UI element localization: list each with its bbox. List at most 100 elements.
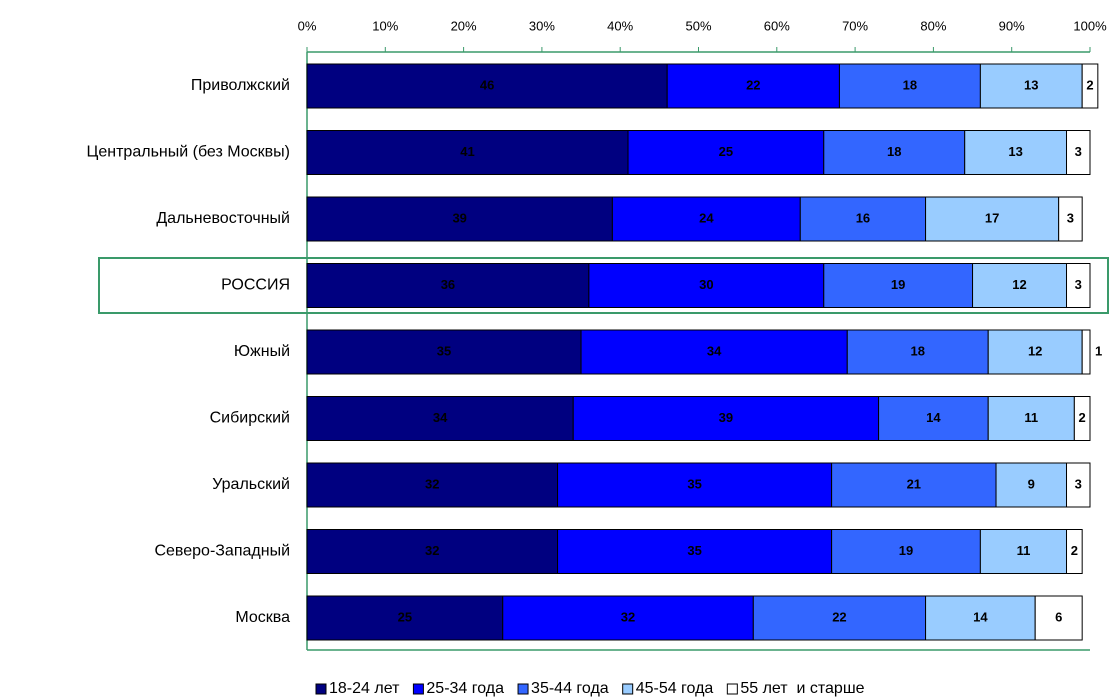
data-label: 6 <box>1055 609 1062 624</box>
data-label: 1 <box>1095 343 1102 358</box>
data-label: 3 <box>1075 476 1082 491</box>
bar-segment <box>925 595 1036 641</box>
x-tick-label: 20% <box>451 18 477 33</box>
category-label: Уральский <box>212 476 290 493</box>
data-label: 22 <box>832 609 846 624</box>
data-label: 25 <box>719 144 733 159</box>
data-label: 35 <box>437 343 451 358</box>
data-label: 17 <box>985 210 999 225</box>
legend-swatch <box>726 683 738 695</box>
bar-segment <box>995 462 1068 508</box>
data-label: 11 <box>1024 410 1038 425</box>
bar-segment <box>823 130 966 175</box>
data-label: 14 <box>973 609 988 624</box>
data-label: 39 <box>719 410 733 425</box>
data-label: 9 <box>1028 476 1035 491</box>
data-label: 21 <box>907 476 921 491</box>
category-label: Северо-Западный <box>154 543 290 560</box>
bar-segment <box>627 130 825 175</box>
data-label: 25 <box>398 609 412 624</box>
bar-segment <box>611 196 801 242</box>
legend-label: 35-44 года <box>531 680 609 697</box>
bar-segment <box>1066 130 1091 175</box>
bar-segment <box>1081 329 1091 375</box>
data-label: 35 <box>687 476 701 491</box>
data-label: 3 <box>1075 144 1082 159</box>
x-tick-label: 80% <box>920 18 946 33</box>
category-label: Дальневосточный <box>156 210 290 227</box>
bar-segment <box>306 329 582 375</box>
x-tick-label: 100% <box>1073 18 1107 33</box>
data-label: 18 <box>887 144 901 159</box>
x-tick-label: 40% <box>607 18 633 33</box>
data-label: 19 <box>891 277 905 292</box>
bar-segment <box>987 329 1083 375</box>
legend-label: 18-24 лет <box>329 680 400 697</box>
data-label: 19 <box>899 543 913 558</box>
bar-segment <box>306 196 613 242</box>
bar-segment <box>1034 595 1083 641</box>
bar-segment <box>846 329 989 375</box>
category-label: Сибирский <box>210 410 290 427</box>
legend-label: 55 лет и старше <box>740 680 864 697</box>
bar-segment <box>838 63 981 109</box>
data-label: 3 <box>1067 210 1074 225</box>
bar-segment <box>1073 396 1091 441</box>
data-label: 34 <box>707 343 722 358</box>
x-tick-label: 90% <box>999 18 1025 33</box>
bar-segment <box>306 63 668 109</box>
bar-segment <box>502 595 754 641</box>
bar-segment <box>964 130 1068 175</box>
data-label: 14 <box>926 410 941 425</box>
bar-segment <box>1081 63 1099 109</box>
data-label: 36 <box>441 277 455 292</box>
data-label: 12 <box>1012 277 1026 292</box>
data-label: 34 <box>433 410 448 425</box>
highlight-box <box>98 257 1109 314</box>
bar-segment <box>987 396 1075 441</box>
bar-segment <box>831 462 997 508</box>
bar-segment <box>1066 529 1083 574</box>
category-label: РОССИЯ <box>221 277 290 294</box>
data-label: 35 <box>687 543 701 558</box>
bar-segment <box>752 595 927 641</box>
category-label: Москва <box>235 609 290 626</box>
bar-segment <box>972 263 1068 308</box>
x-tick-label: 10% <box>372 18 398 33</box>
bar-segment <box>979 529 1068 574</box>
data-label: 13 <box>1024 77 1038 92</box>
category-label: Приволжский <box>191 77 290 94</box>
bar-segment <box>878 396 989 441</box>
data-label: 13 <box>1008 144 1022 159</box>
category-label: Центральный (без Москвы) <box>87 144 290 161</box>
bar-segment <box>823 263 974 308</box>
data-label: 22 <box>746 77 760 92</box>
bar-segment <box>306 529 559 574</box>
bar-segment <box>557 529 833 574</box>
bar-segment <box>979 63 1083 109</box>
bar-segment <box>306 263 590 308</box>
data-label: 24 <box>699 210 714 225</box>
x-tick-label: 60% <box>764 18 790 33</box>
legend-swatch <box>622 683 634 695</box>
bar-segment <box>1066 462 1091 508</box>
data-label: 16 <box>856 210 870 225</box>
category-label: Южный <box>234 343 290 360</box>
data-label: 46 <box>480 77 494 92</box>
bar-segment <box>306 130 629 175</box>
data-label: 41 <box>460 144 474 159</box>
bar-segment <box>306 595 504 641</box>
legend-swatch <box>412 683 424 695</box>
data-label: 32 <box>425 543 439 558</box>
x-tick-label: 0% <box>298 18 317 33</box>
data-label: 32 <box>425 476 439 491</box>
data-label: 11 <box>1017 543 1031 558</box>
data-label: 32 <box>621 609 635 624</box>
bar-segment <box>572 396 880 441</box>
data-label: 3 <box>1075 277 1082 292</box>
data-label: 18 <box>903 77 917 92</box>
data-label: 39 <box>452 210 466 225</box>
legend-label: 45-54 года <box>636 680 714 697</box>
legend-label: 25-34 года <box>426 680 504 697</box>
